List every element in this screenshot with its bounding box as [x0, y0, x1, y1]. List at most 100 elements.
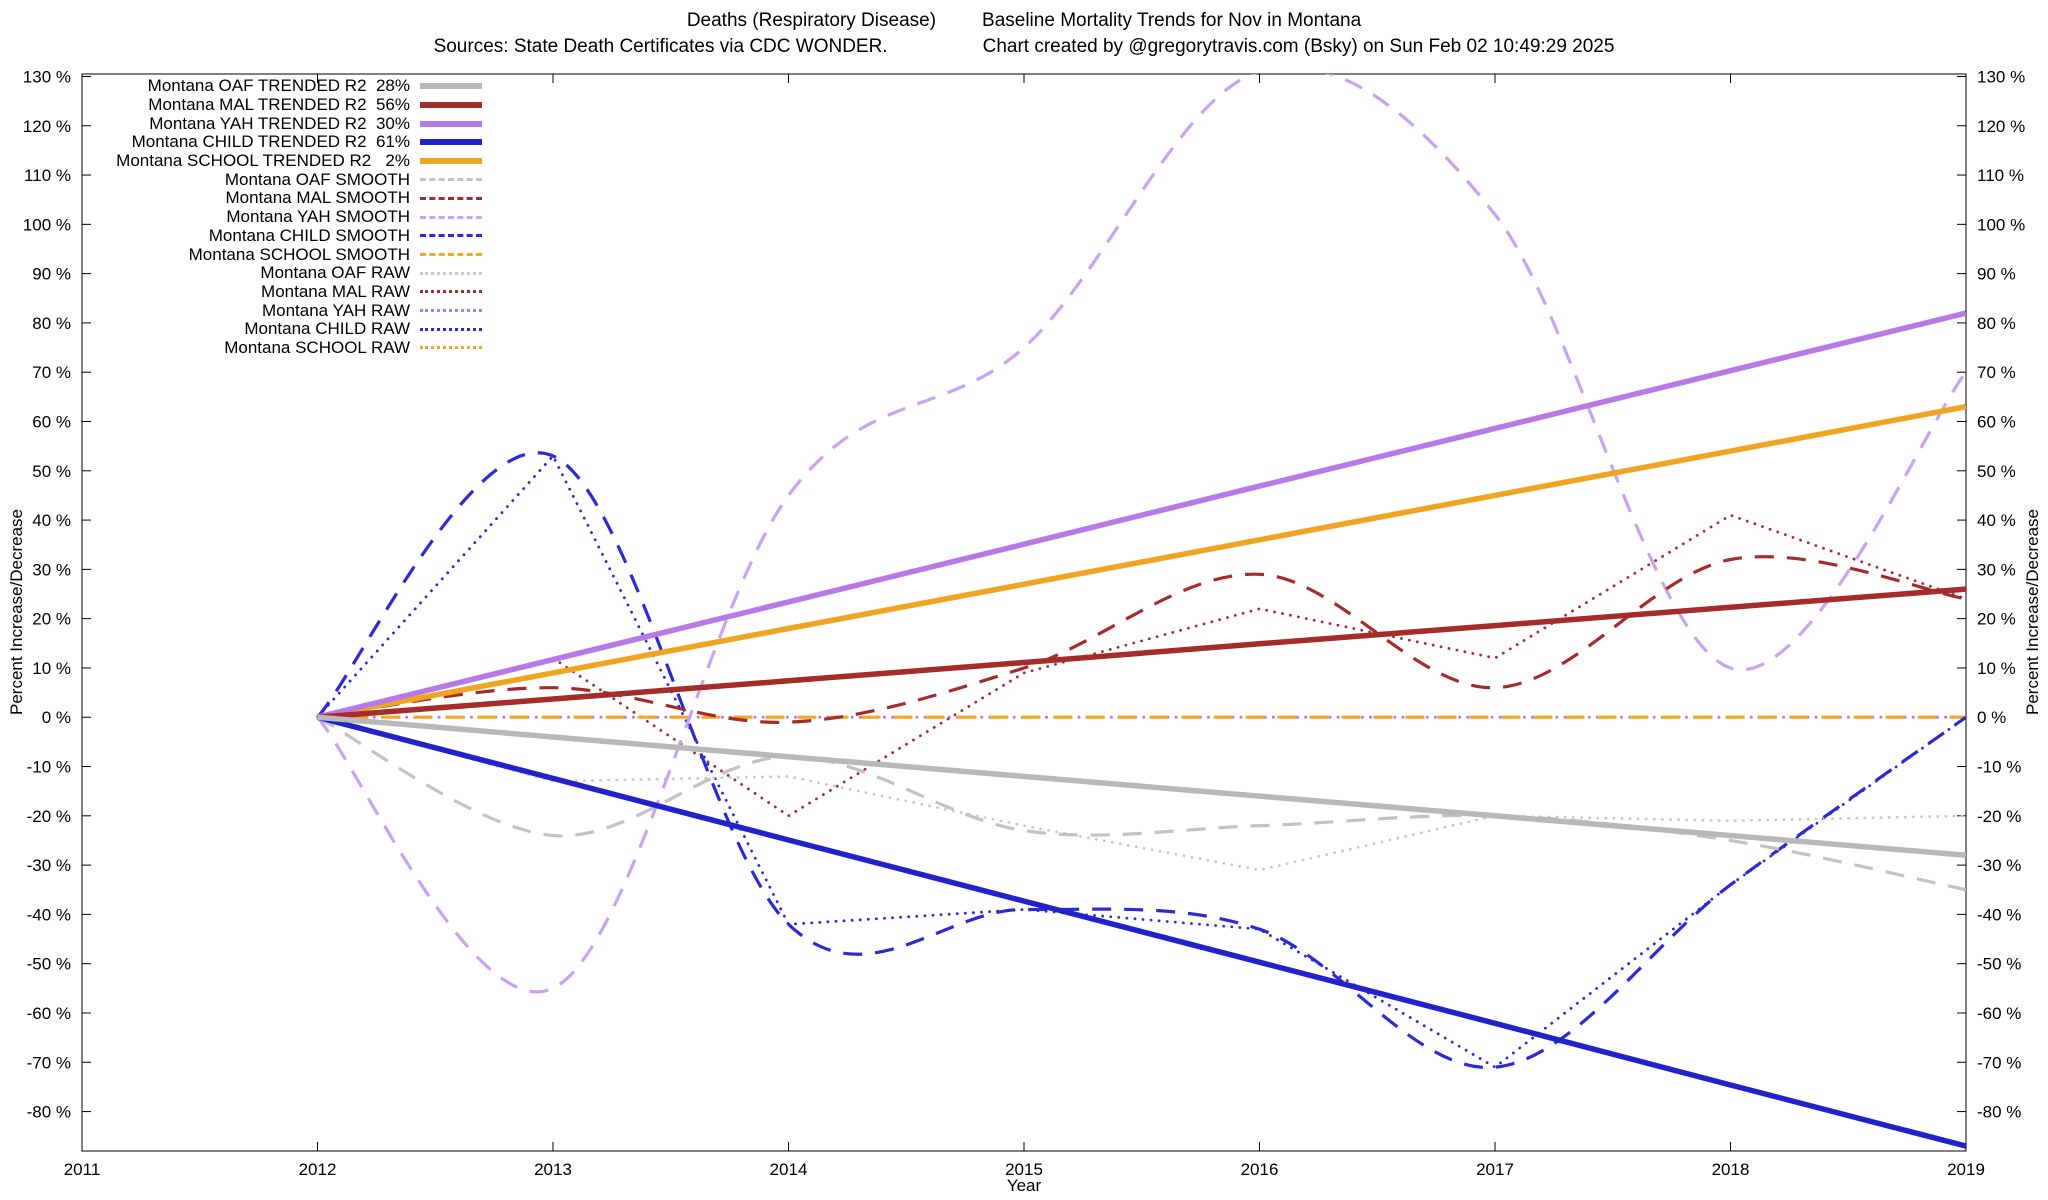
y-tick-label-left: 110 %: [24, 166, 71, 185]
y-tick-label-left: -30 %: [27, 856, 71, 875]
y-tick-label-right: 10 %: [1977, 659, 2016, 678]
x-tick-label: 2014: [770, 1160, 808, 1179]
series-line-montana-oaf-smooth: [316, 715, 1966, 892]
x-tick-label: 2013: [534, 1160, 572, 1179]
y-tick-label-left: 50 %: [32, 462, 71, 481]
y-tick-label-left: 130 %: [23, 67, 71, 86]
chart-title: Deaths (Respiratory Disease) Baseline Mor…: [0, 10, 2048, 32]
chart-credit: Chart created by @gregorytravis.com (Bsk…: [982, 36, 1615, 57]
y-tick-label-left: -40 %: [27, 905, 71, 924]
legend-line-sample: [420, 290, 482, 294]
series-line-montana-mal-smooth: [317, 555, 1966, 724]
legend-item: Montana MAL RAW: [84, 281, 482, 302]
chart-title-right: Baseline Mortality Trends for Nov in Mon…: [982, 10, 1362, 31]
y-tick-label-left: 40 %: [32, 511, 71, 530]
chart-title-left: Deaths (Respiratory Disease): [686, 10, 937, 31]
y-tick-label-right: -60 %: [1977, 1004, 2021, 1023]
legend-line-sample: [420, 158, 482, 165]
y-tick-label-left: 10 %: [32, 659, 71, 678]
y-tick-label-left: -20 %: [27, 807, 71, 826]
legend-item: Montana OAF RAW: [84, 263, 482, 283]
legend-label: Montana MAL TRENDED R2 56%: [148, 95, 410, 115]
legend-item: Montana YAH TRENDED R2 30%: [84, 114, 482, 133]
y-tick-label-right: 110 %: [1977, 166, 2024, 185]
legend-label: Montana SCHOOL RAW: [224, 337, 410, 357]
legend-line-sample: [420, 327, 482, 331]
legend-label: Montana MAL SMOOTH: [225, 188, 410, 208]
y-tick-label-right: 70 %: [1977, 363, 2016, 382]
legend-item: Montana CHILD TRENDED R2 61%: [84, 132, 482, 152]
y-tick-label-left: 30 %: [32, 560, 71, 579]
legend-item: Montana MAL TRENDED R2 56%: [84, 95, 482, 115]
chart-subtitle: Sources: State Death Certificates via CD…: [0, 36, 2048, 58]
series-line-montana-child-raw: [316, 453, 1966, 1069]
legend-item: Montana SCHOOL TRENDED R2 2%: [84, 151, 482, 171]
series-line-montana-school-trended-r2-2-: [316, 403, 1966, 720]
legend-label: Montana OAF RAW: [260, 263, 410, 283]
series-line-montana-yah-smooth: [316, 74, 1966, 994]
series-line-montana-mal-raw: [316, 513, 1966, 818]
y-tick-label-right: -70 %: [1977, 1053, 2021, 1072]
y-axis-label-left: Percent Increase/Decrease: [7, 509, 26, 715]
legend-line-sample: [420, 83, 482, 90]
legend-item: Montana MAL SMOOTH: [84, 188, 482, 208]
x-tick-label: 2016: [1241, 1160, 1279, 1179]
legend-line-sample: [420, 271, 482, 275]
legend-item: Montana YAH SMOOTH: [84, 207, 482, 227]
legend-label: Montana CHILD TRENDED R2 61%: [131, 132, 410, 152]
legend-line-sample: [420, 196, 482, 200]
legend-item: Montana CHILD SMOOTH: [84, 225, 482, 246]
legend-line-sample: [420, 120, 482, 127]
legend-label: Montana SCHOOL SMOOTH: [188, 244, 410, 264]
series-line-montana-oaf-raw: [316, 715, 1966, 872]
legend-label: Montana YAH TRENDED R2 30%: [149, 113, 410, 133]
legend-label: Montana CHILD SMOOTH: [208, 225, 410, 245]
legend-label: Montana MAL RAW: [261, 281, 410, 301]
series-line-montana-child-trended-r2-61-: [316, 714, 1966, 1149]
legend-label: Montana OAF SMOOTH: [224, 169, 410, 189]
legend-line-sample: [420, 102, 482, 109]
y-tick-label-left: 70 %: [32, 363, 71, 382]
series-line-montana-child-smooth: [316, 451, 1966, 1069]
y-tick-label-right: 50 %: [1977, 462, 2016, 481]
legend-item: Montana SCHOOL SMOOTH: [84, 245, 482, 264]
y-tick-label-left: 20 %: [32, 610, 71, 629]
y-tick-label-right: -50 %: [1977, 955, 2021, 974]
y-axis-label-right: Percent Increase/Decrease: [2023, 509, 2042, 715]
y-tick-label-left: -70 %: [27, 1053, 71, 1072]
legend-item: Montana OAF TRENDED R2 28%: [84, 76, 482, 96]
y-tick-label-right: -20 %: [1977, 807, 2021, 826]
x-tick-label: 2017: [1476, 1160, 1514, 1179]
y-tick-label-right: 20 %: [1977, 610, 2016, 629]
legend-line-sample: [420, 346, 482, 350]
legend-line-sample: [420, 139, 482, 146]
legend-item: Montana OAF SMOOTH: [84, 170, 482, 189]
x-tick-label: 2011: [64, 1160, 101, 1179]
y-tick-label-left: -60 %: [27, 1004, 71, 1023]
y-tick-label-right: 40 %: [1977, 511, 2016, 530]
y-tick-label-left: 80 %: [32, 314, 71, 333]
series-group: [316, 74, 1966, 1149]
legend-item: Montana YAH RAW: [84, 301, 482, 320]
series-line-montana-oaf-trended-r2-28-: [317, 714, 1966, 859]
y-tick-label-left: 120 %: [23, 117, 71, 136]
x-axis-label: Year: [1006, 1176, 1042, 1195]
legend-label: Montana YAH RAW: [261, 300, 410, 320]
legend-label: Montana OAF TRENDED R2 28%: [147, 76, 410, 96]
y-tick-label-right: 90 %: [1977, 265, 2016, 284]
y-tick-label-left: 0 %: [42, 708, 71, 727]
y-tick-label-right: 130 %: [1977, 67, 2025, 86]
y-tick-label-left: -50 %: [27, 955, 71, 974]
y-tick-label-left: 100 %: [23, 215, 71, 234]
y-tick-label-right: -30 %: [1977, 856, 2021, 875]
x-tick-label: 2019: [1947, 1160, 1985, 1179]
x-tick-label: 2015: [1005, 1160, 1043, 1179]
legend-label: Montana CHILD RAW: [244, 319, 410, 339]
legend: Montana OAF TRENDED R2 28% Montana MAL TR…: [84, 76, 482, 357]
y-tick-label-right: -40 %: [1977, 905, 2021, 924]
y-tick-label-right: 100 %: [1977, 215, 2025, 234]
y-tick-label-left: -80 %: [27, 1103, 71, 1122]
y-tick-label-left: 60 %: [32, 412, 71, 431]
legend-line-sample: [420, 309, 482, 313]
